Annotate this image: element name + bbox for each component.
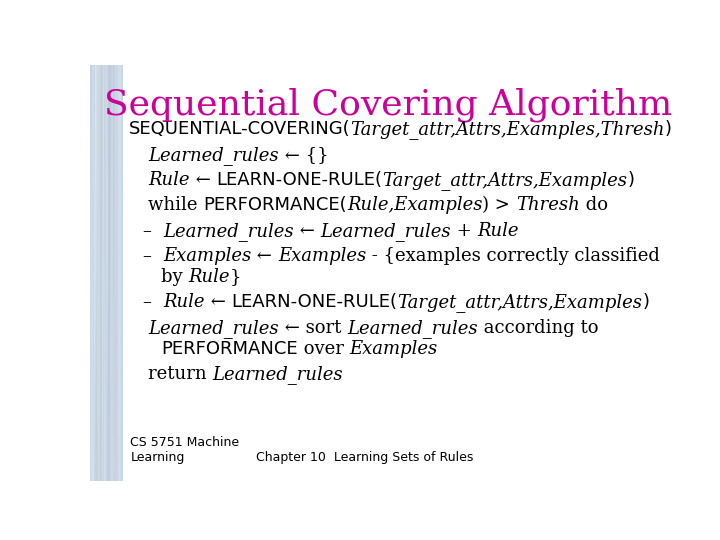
Text: Learned_rules: Learned_rules [347, 319, 477, 338]
Text: SEQUENTIAL-COVERING(: SEQUENTIAL-COVERING( [129, 120, 351, 138]
Text: Learned_rules: Learned_rules [148, 319, 279, 338]
Text: Examples: Examples [349, 340, 438, 357]
Text: Chapter 10  Learning Sets of Rules: Chapter 10 Learning Sets of Rules [256, 451, 474, 464]
Text: Rule: Rule [163, 294, 204, 312]
Text: Examples: Examples [163, 247, 251, 265]
Text: do: do [580, 197, 608, 214]
Text: ): ) [642, 294, 649, 312]
Text: ←: ← [189, 171, 216, 189]
Text: –: – [143, 247, 163, 265]
Text: return: return [148, 365, 212, 383]
Text: Target_attr,Attrs,Examples: Target_attr,Attrs,Examples [397, 294, 642, 313]
Text: by: by [161, 268, 189, 286]
Text: Rule: Rule [189, 268, 230, 286]
Text: Target_attr,Attrs,Examples,Thresh: Target_attr,Attrs,Examples,Thresh [351, 120, 665, 139]
Text: PERFORMANCE: PERFORMANCE [161, 340, 298, 357]
Text: ): ) [665, 120, 672, 138]
Text: - {examples correctly classified: - {examples correctly classified [366, 247, 660, 265]
Text: ←: ← [294, 222, 320, 240]
Text: Learned_rules: Learned_rules [320, 222, 451, 241]
Text: ): ) [627, 171, 634, 189]
Text: ← {}: ← {} [279, 146, 328, 164]
Text: ← sort: ← sort [279, 319, 347, 337]
Text: –: – [143, 294, 163, 312]
Text: }: } [230, 268, 242, 286]
Text: –: – [143, 222, 163, 240]
Bar [90, 65, 122, 481]
Text: ←: ← [251, 247, 278, 265]
Text: Thresh: Thresh [516, 197, 580, 214]
Text: Learned_rules: Learned_rules [163, 222, 294, 241]
Text: CS 5751 Machine
Learning: CS 5751 Machine Learning [130, 436, 240, 464]
Text: Rule: Rule [477, 222, 519, 240]
Text: LEARN-ONE-RULE(: LEARN-ONE-RULE( [216, 171, 382, 189]
Text: while: while [148, 197, 203, 214]
Text: Learned_rules: Learned_rules [148, 146, 279, 165]
Text: LEARN-ONE-RULE(: LEARN-ONE-RULE( [231, 294, 397, 312]
Text: PERFORMANCE(: PERFORMANCE( [203, 197, 347, 214]
Text: Rule: Rule [148, 171, 189, 189]
Text: according to: according to [477, 319, 598, 337]
Text: +: + [451, 222, 477, 240]
Text: Rule,Examples: Rule,Examples [347, 197, 482, 214]
Text: ←: ← [204, 294, 231, 312]
Text: Learned_rules: Learned_rules [212, 365, 343, 384]
Text: Sequential Covering Algorithm: Sequential Covering Algorithm [104, 88, 672, 123]
Text: Target_attr,Attrs,Examples: Target_attr,Attrs,Examples [382, 171, 627, 190]
Text: Examples: Examples [278, 247, 366, 265]
Text: ) >: ) > [482, 197, 516, 214]
Text: over: over [298, 340, 349, 357]
